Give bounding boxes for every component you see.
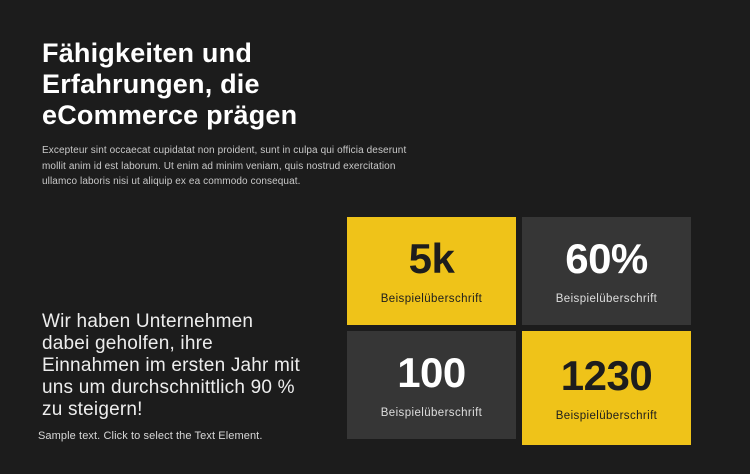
page-title[interactable]: Fähigkeiten und Erfahrungen, die eCommer…	[42, 38, 297, 131]
title-line-3: eCommerce prägen	[42, 100, 298, 130]
promo-line-5: zu steigern!	[42, 399, 143, 420]
intro-paragraph-line-3: ullamco laboris nisi ut aliquip ex ea co…	[42, 176, 301, 187]
stat-label: Beispielüberschrift	[555, 409, 658, 422]
stat-card-3[interactable]: 100 Beispielüberschrift	[347, 331, 516, 439]
stat-card-1[interactable]: 5k Beispielüberschrift	[347, 217, 516, 325]
stat-value: 100	[397, 348, 466, 396]
stat-value: 1230	[560, 351, 653, 399]
promo-text[interactable]: Wir haben Unternehmen dabei geholfen, ih…	[42, 311, 300, 421]
promo-line-1: Wir haben Unternehmen	[42, 311, 254, 332]
stat-card-2[interactable]: 60% Beispielüberschrift	[522, 217, 691, 325]
intro-paragraph[interactable]: Excepteur sint occaecat cupidatat non pr…	[42, 143, 406, 190]
promo-line-3: Einnahmen im ersten Jahr mit	[42, 355, 300, 376]
intro-paragraph-line-2: mollit anim id est laborum. Ut enim ad m…	[42, 160, 396, 172]
title-line-2: Erfahrungen, die	[42, 69, 260, 99]
stat-value: 60%	[565, 234, 648, 282]
stat-card-4[interactable]: 1230 Beispielüberschrift	[522, 331, 691, 445]
intro-paragraph-line-1: Excepteur sint occaecat cupidatat non pr…	[42, 145, 407, 156]
stat-label: Beispielüberschrift	[380, 406, 483, 419]
stat-value: 5k	[408, 234, 455, 282]
promo-line-4: uns um durchschnittlich 90 %	[42, 377, 295, 398]
promo-line-2: dabei geholfen, ihre	[42, 333, 213, 354]
stats-grid: 5k Beispielüberschrift 60% Beispielübers…	[347, 217, 691, 445]
stat-label: Beispielüberschrift	[555, 292, 658, 305]
sample-text-element[interactable]: Sample text. Click to select the Text El…	[38, 430, 263, 442]
title-line-1: Fähigkeiten und	[42, 38, 253, 68]
stat-label: Beispielüberschrift	[380, 292, 483, 305]
